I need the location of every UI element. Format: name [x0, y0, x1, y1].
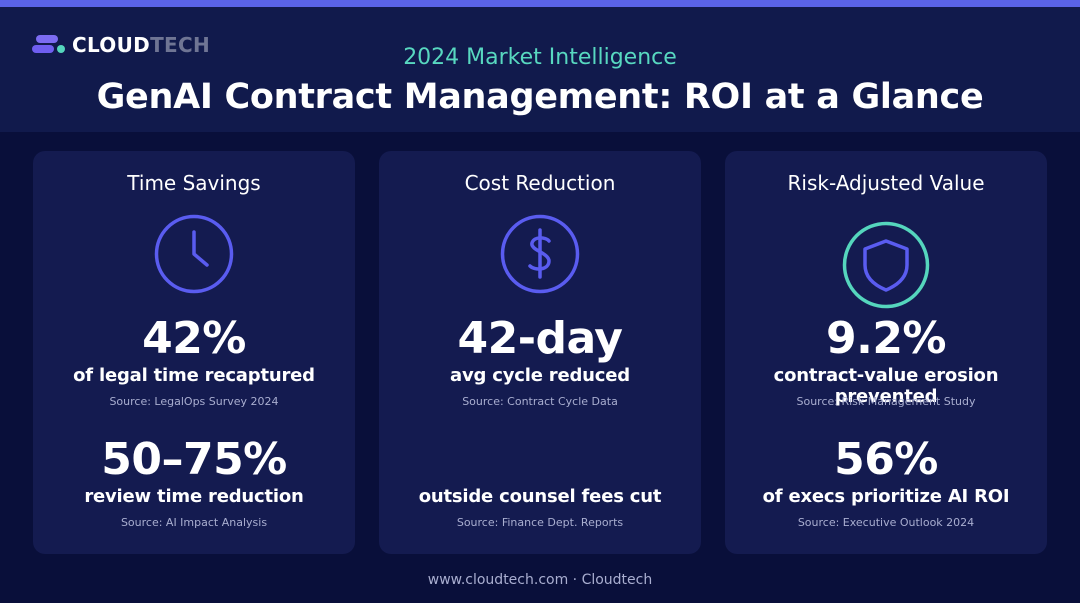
logo-text-primary: CLOUD [72, 33, 151, 57]
shield-icon [841, 220, 931, 310]
card-cost-reduction: Cost Reduction 42-day avg cycle reduced … [379, 151, 701, 554]
stat-label: avg cycle reduced [450, 365, 630, 386]
page-subtitle: 2024 Market Intelligence [403, 45, 677, 70]
stat-value: 42% [142, 313, 246, 364]
brand-logo[interactable]: CLOUDTECH [32, 33, 210, 57]
stat-label: outside counsel fees cut [418, 486, 662, 507]
stat-value: 50–75% [101, 434, 287, 485]
logo-wordmark: CLOUDTECH [72, 33, 210, 57]
stat-value: 42-day [457, 313, 623, 364]
card-time-savings: Time Savings 42% of legal time recapture… [33, 151, 355, 554]
dollar-icon [499, 213, 581, 295]
stat-source: Source: LegalOps Survey 2024 [109, 395, 279, 408]
logo-text-secondary: TECH [150, 33, 210, 57]
page-title: GenAI Contract Management: ROI at a Glan… [96, 77, 984, 117]
stat-source: Source: AI Impact Analysis [120, 516, 268, 529]
stat-label: review time reduction [84, 486, 304, 507]
stat-source: Source: Finance Dept. Reports [456, 516, 624, 529]
card-risk-adjusted-value: Risk-Adjusted Value 9.2% contract-value … [725, 151, 1047, 554]
clock-icon [153, 213, 235, 295]
stat-source: Source: Contract Cycle Data [462, 395, 618, 408]
header-band: CLOUDTECH 2024 Market Intelligence GenAI… [0, 7, 1080, 132]
card-title: Risk-Adjusted Value [787, 171, 985, 195]
stat-label: of execs prioritize AI ROI [762, 486, 1010, 507]
stat-source: Source: Executive Outlook 2024 [797, 516, 975, 529]
stat-label: of legal time recaptured [73, 365, 315, 386]
stat-label: contract-value erosion prevented [773, 365, 999, 407]
stat-source: Source: Risk Management Study [796, 395, 976, 408]
cloudtech-logo-icon [32, 34, 66, 56]
stat-value: 56% [834, 434, 938, 485]
footer-text: www.cloudtech.com · Cloudtech [427, 572, 653, 588]
stat-value: 9.2% [825, 313, 947, 364]
card-title: Time Savings [127, 171, 261, 195]
card-title: Cost Reduction [464, 171, 616, 195]
top-accent-strip [0, 0, 1080, 7]
